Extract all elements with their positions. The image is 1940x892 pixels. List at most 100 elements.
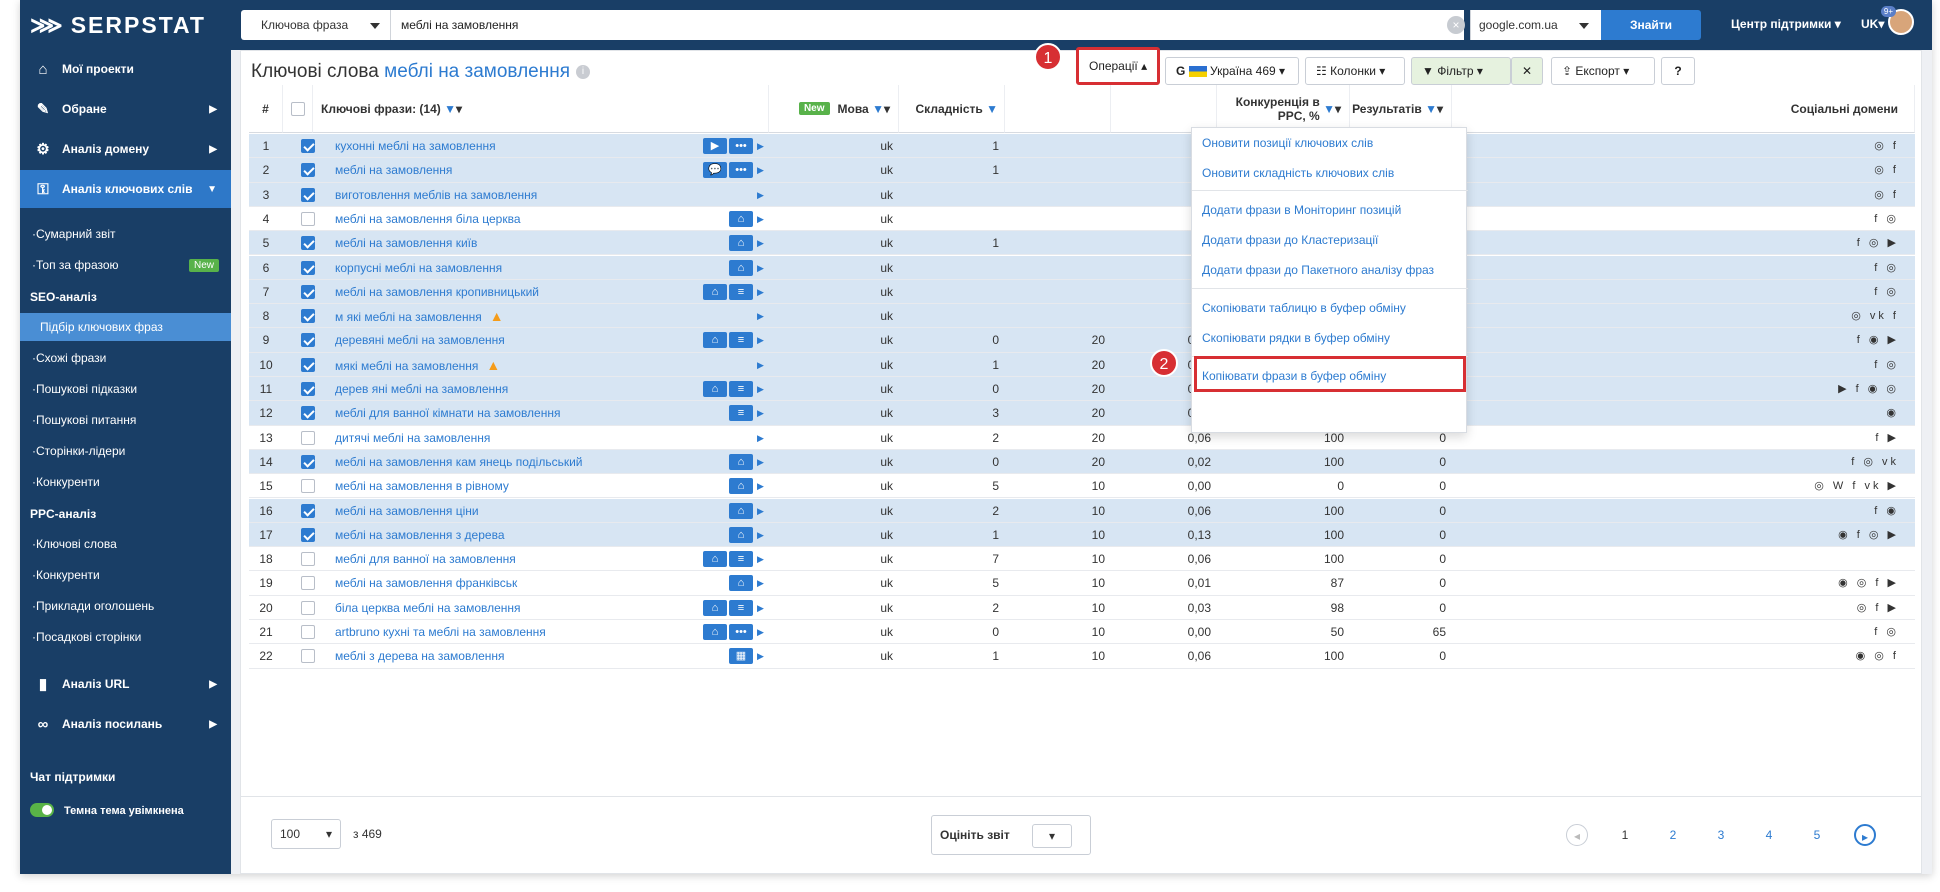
row-checkbox[interactable] [301,430,315,445]
select-all-checkbox[interactable] [290,101,305,116]
row-action-icon[interactable]: ••• [729,624,753,640]
serpstat-logo[interactable]: ⋙ SERPSTAT [30,11,206,38]
expand-icon[interactable]: ▶ [757,651,764,662]
row-checkbox[interactable] [301,454,315,469]
nav-similar[interactable]: · Схожі фрази [32,351,107,365]
row-action-icon[interactable]: ≡ [729,599,753,616]
country-select[interactable]: G Україна 469 ▾ [1165,57,1299,85]
search-type-select[interactable]: Ключова фраза [241,10,391,40]
table-row[interactable]: 18 меблі для ванної на замовлення ⌂ ≡ ▶ uk 7 10… [249,547,1915,572]
nav-top[interactable]: · Топ за фразою New [20,251,231,279]
keyword-link[interactable]: меблі на замовлення ціни [335,503,479,518]
nav-leaders[interactable]: · Сторінки-лідери [32,444,126,458]
row-checkbox[interactable] [301,236,315,251]
table-row[interactable]: 21 artbruno кухні та меблі на замовлення ⌂… [249,620,1915,645]
clear-icon[interactable]: × [1447,16,1465,34]
expand-icon[interactable]: ▶ [757,554,764,565]
menu-update-positions[interactable]: Оновити позиції ключових слів [1202,136,1374,150]
expand-icon[interactable]: ▶ [757,384,764,394]
page-5[interactable]: 5 [1813,828,1821,842]
expand-icon[interactable]: ▶ [757,213,764,224]
col-phrases[interactable]: Ключові фрази: (14) ▼ ▾ [313,85,769,133]
expand-icon[interactable]: ▶ [757,286,764,297]
row-checkbox[interactable] [301,163,315,178]
nav-ads[interactable]: · Приклади оголошень [32,599,155,613]
keyword-link[interactable]: виготовлення меблів на замовлення [335,187,538,202]
nav-projects[interactable]: ⌂ Мої проекти [20,50,231,88]
col-cpc[interactable] [1111,85,1217,133]
table-row[interactable]: 8м які меблі на замовлення▲▶uk1006.8M◎ v… [249,304,1915,329]
next-page-button[interactable]: ▸ [1854,824,1876,846]
support-menu[interactable]: Центр підтримки ▾ [1731,17,1841,31]
table-row[interactable]: 16 меблі на замовлення ціни ⌂ ▶ uk 2 10 0,06 100… [249,498,1915,523]
menu-add-clustering[interactable]: Додати фрази до Кластеризації [1202,233,1379,247]
expand-icon[interactable]: ▶ [757,481,764,492]
table-row[interactable]: 12 меблі для ванної кімнати на замовлення… [249,401,1915,426]
keyword-link[interactable]: меблі для ванної кімнати на замовлення [335,406,561,421]
row-action-icon[interactable]: ⌂ [729,478,753,495]
keyword-link[interactable]: меблі на замовлення [335,163,453,178]
expand-icon[interactable]: ▶ [757,359,764,370]
expand-icon[interactable]: ▶ [757,456,764,467]
table-row[interactable]: 15 меблі на замовлення в рівному ⌂ ▶ uk 5 10 0,… [249,474,1915,499]
row-action-icon[interactable]: ≡ [729,283,753,300]
col-difficulty[interactable]: Складність ▼ [899,85,1005,133]
keyword-link[interactable]: мякі меблі на замовлення ▲ [335,353,735,377]
row-checkbox[interactable] [301,333,315,348]
menu-copy-table[interactable]: Скопіювати таблицю в буфер обміну [1202,301,1406,315]
database-select[interactable]: google.com.ua [1470,10,1601,40]
row-action-icon[interactable]: ⌂ [729,575,753,592]
menu-copy-phrases[interactable]: Копіювати фрази в буфер обміну [1202,369,1387,383]
table-row[interactable]: 14 меблі на замовлення кам янець подільсь… [249,449,1915,475]
row-checkbox[interactable] [301,479,315,494]
menu-add-monitoring[interactable]: Додати фрази в Моніторинг позицій [1202,203,1402,217]
row-action-icon[interactable]: ⌂ [729,235,753,252]
expand-icon[interactable]: ▶ [757,505,764,516]
row-checkbox[interactable] [301,406,315,421]
nav-competitors[interactable]: · Конкуренти [32,475,100,489]
nav-landing[interactable]: · Посадкові сторінки [32,630,142,644]
expand-icon[interactable]: ▶ [757,432,764,443]
row-checkbox[interactable] [301,382,315,396]
col-volume[interactable] [1005,85,1111,133]
row-checkbox[interactable] [301,625,315,639]
page-3[interactable]: 3 [1717,828,1725,842]
expand-icon[interactable]: ▶ [757,165,764,176]
per-page-select[interactable]: 100 ▾ [271,819,341,849]
keyword-link[interactable]: біла церква меблі на замовлення [335,600,521,615]
row-checkbox[interactable] [301,649,315,664]
row-action-icon[interactable]: ≡ [729,551,753,568]
nav-keywords[interactable]: ⚿ Аналіз ключових слів ▼ [20,170,231,208]
keyword-link[interactable]: меблі на замовлення франківськ [335,576,518,591]
columns-button[interactable]: ☷ Колонки ▾ [1305,57,1405,85]
row-action-icon[interactable]: ≡ [729,332,753,349]
search-input[interactable]: меблі на замовлення [391,10,1464,40]
nav-links[interactable]: ∞ Аналіз посилань ▶ [20,705,231,743]
nav-ppc-keywords[interactable]: · Ключові слова [32,537,117,551]
col-language[interactable]: New Мова ▼ ▾ [769,85,899,133]
menu-add-batch[interactable]: Додати фрази до Пакетного аналізу фраз [1202,263,1435,277]
row-checkbox[interactable] [301,260,315,275]
filter-button[interactable]: ▼ Фільтр ▾ [1411,57,1511,85]
table-row[interactable]: 17 меблі на замовлення з дерева ⌂ ▶ uk 1 10 0,1… [249,522,1915,548]
col-results[interactable]: Результатів ▼ ▾ [1350,85,1452,133]
expand-icon[interactable]: ▶ [757,408,764,419]
menu-copy-rows[interactable]: Скопіювати рядки в буфер обміну [1202,331,1390,345]
row-action-icon[interactable]: ••• [729,162,753,179]
keyword-link[interactable]: меблі для ванної на замовлення [335,552,516,567]
keyword-link[interactable]: меблі на замовлення київ [335,236,478,251]
row-action-icon[interactable]: ••• [729,138,753,154]
menu-update-difficulty[interactable]: Оновити складність ключових слів [1202,166,1395,180]
row-action-icon[interactable]: ⌂ [703,332,727,349]
expand-icon[interactable]: ▶ [757,189,764,200]
row-action-icon[interactable]: ≡ [729,381,753,397]
page-4[interactable]: 4 [1765,828,1773,842]
